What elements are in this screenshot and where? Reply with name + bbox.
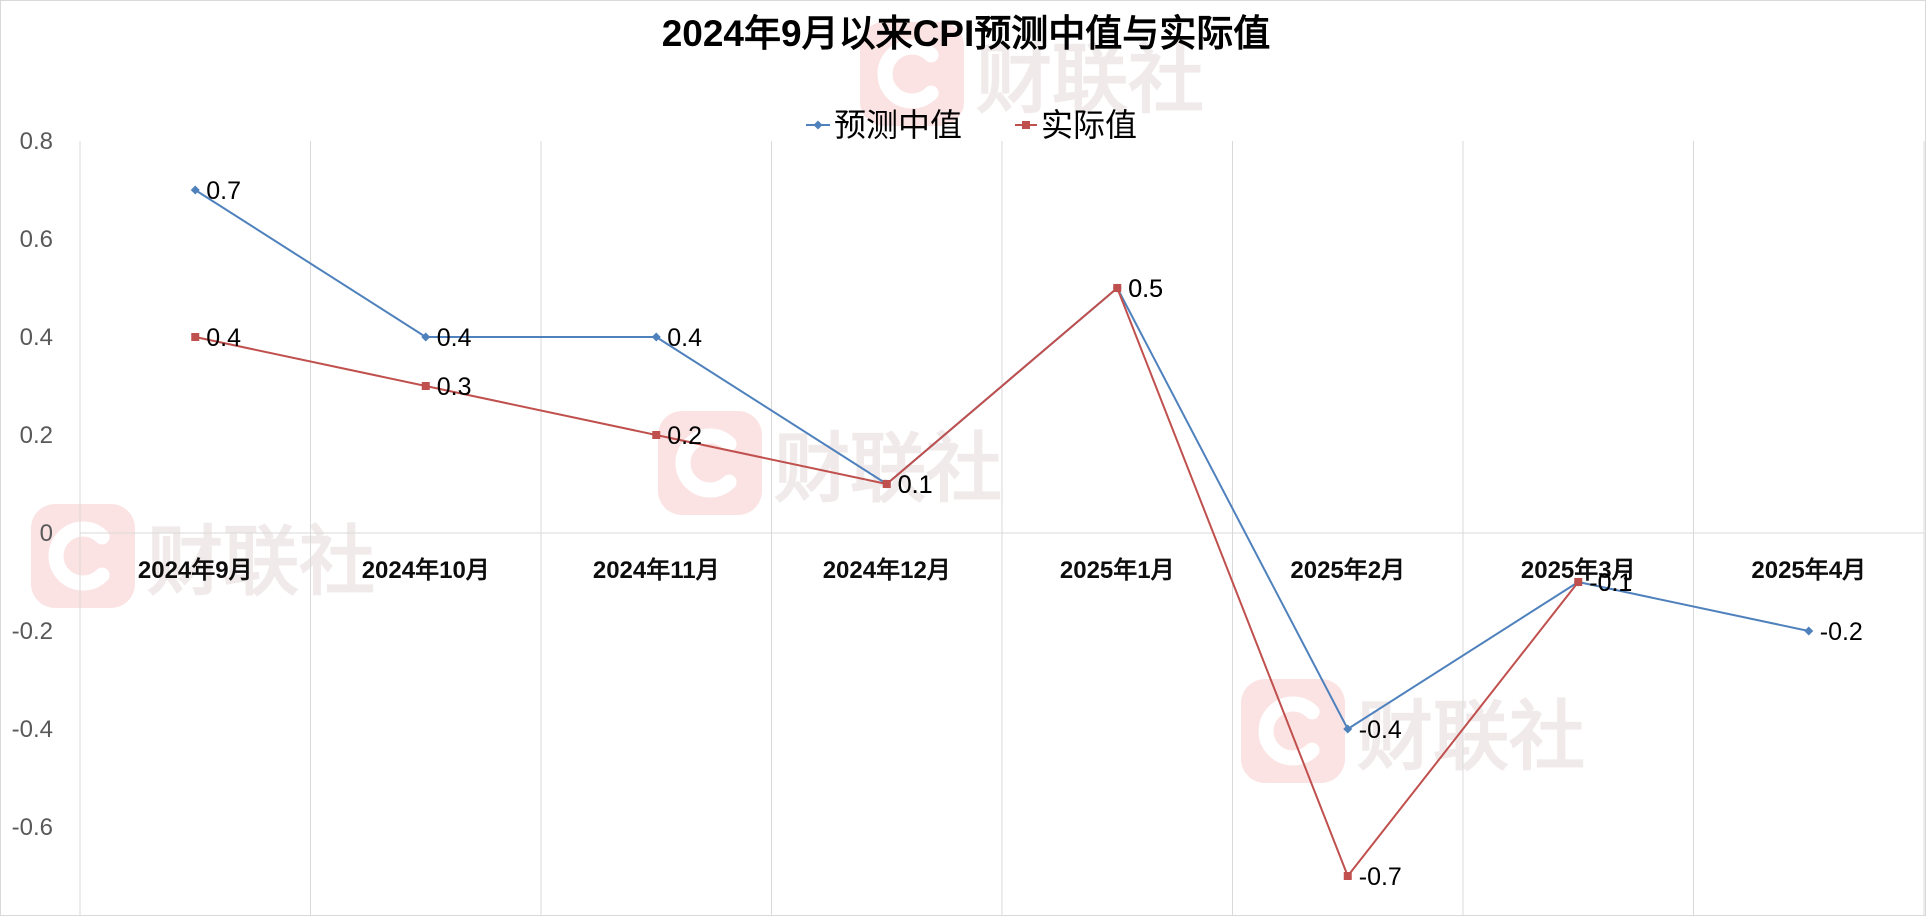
data-label-actual: 0.5 — [1128, 275, 1163, 303]
watermark-text: 财联社 — [976, 38, 1204, 123]
watermark-logo: 财联社 — [31, 504, 375, 608]
data-point-actual — [1113, 284, 1122, 292]
data-label-layer: 0.70.4 0.40.10.5-0.4-0.1-0.20.40.30.20.10… — [206, 177, 1863, 891]
data-label-forecast-median: 0.4 — [667, 324, 702, 352]
y-tick-label: -0.4 — [12, 716, 53, 743]
data-label-forecast-median: 0.5 — [1128, 275, 1163, 303]
y-tick-label: 0.6 — [20, 226, 53, 253]
watermark-logo: 财联社 — [860, 22, 1204, 126]
legend-item-actual: 实际值 — [1015, 107, 1137, 143]
data-label-actual: 0.2 — [667, 422, 702, 450]
data-point-actual — [421, 382, 430, 390]
data-label-actual: 0.4 — [206, 324, 241, 352]
watermark-text: 财联社 — [774, 427, 1002, 512]
chart-title: 2024年9月以来CPI预测中值与实际值 — [662, 13, 1271, 54]
x-tick-label: 2024年9月 — [138, 556, 253, 584]
data-label-forecast-median: 0.4 — [437, 324, 472, 352]
watermark-c-icon — [48, 521, 110, 591]
x-axis: 2024年9月 2024年10月 2024年11月 2024年12月 2025年1月 20… — [138, 556, 1866, 584]
data-point-forecast-median — [1343, 724, 1353, 734]
watermark-c-icon — [877, 39, 939, 109]
x-tick-label: 2025年4月 — [1751, 556, 1866, 584]
legend-square-marker-icon — [1022, 121, 1030, 129]
watermark-logo: 财联社 — [1241, 679, 1585, 783]
data-label-forecast-median: -0.2 — [1820, 618, 1863, 646]
legend-item-forecast-median: 预测中值 — [806, 107, 962, 143]
data-label-forecast-median: 0.7 — [206, 177, 241, 205]
legend-actual-label: 实际值 — [1041, 107, 1137, 143]
x-tick-label: 2025年1月 — [1060, 556, 1175, 584]
data-point-actual — [1574, 578, 1583, 586]
data-point-forecast-median — [651, 332, 661, 342]
watermark-text: 财联社 — [147, 520, 375, 605]
series-layer — [190, 185, 1814, 880]
data-label-actual: -0.7 — [1359, 863, 1402, 891]
y-tick-label: 0.2 — [20, 422, 53, 449]
watermark-badge — [31, 504, 135, 608]
data-label-forecast-median: -0.1 — [1589, 569, 1632, 597]
watermark-c-icon — [675, 428, 737, 498]
y-tick-label: 0 — [40, 520, 53, 547]
data-point-forecast-median — [421, 332, 431, 342]
y-tick-label: 0.8 — [20, 128, 53, 155]
data-label-forecast-median: -0.4 — [1359, 716, 1402, 744]
data-point-actual — [882, 480, 891, 488]
x-tick-label: 2024年10月 — [362, 556, 490, 584]
watermark-c-icon — [1258, 696, 1320, 766]
x-tick-label: 2024年12月 — [823, 556, 951, 584]
legend-forecast-median-label: 预测中值 — [834, 107, 962, 143]
x-tick-label: 2025年2月 — [1290, 556, 1405, 584]
watermark-badge — [860, 22, 964, 126]
data-point-actual — [1343, 872, 1352, 880]
watermark-badge — [1241, 679, 1345, 783]
data-label-actual: -0.1 — [1589, 569, 1632, 597]
watermark-badge — [658, 411, 762, 515]
data-point-forecast-median — [190, 185, 200, 195]
legend-diamond-marker-icon — [813, 120, 823, 130]
y-tick-label: -0.2 — [12, 618, 53, 645]
x-tick-label: 2024年11月 — [593, 556, 720, 584]
data-label-actual: 0.1 — [898, 471, 933, 499]
watermark-logo: 财联社 — [658, 411, 1002, 515]
data-label-actual: 0.3 — [437, 373, 472, 401]
gridlines — [79, 141, 1925, 916]
data-point-actual — [191, 333, 200, 341]
watermark-text: 财联社 — [1357, 695, 1585, 780]
data-point-actual — [652, 431, 661, 439]
data-label-forecast-median: 0.1 — [898, 471, 933, 499]
y-axis: 0.8 0.6 0.4 0.2 0 -0.2 -0.4 -0.6 — [12, 128, 53, 841]
y-tick-label: 0.4 — [20, 324, 53, 351]
legend: 预测中值 实际值 — [806, 107, 1137, 143]
data-point-forecast-median — [1804, 626, 1814, 636]
y-tick-label: -0.6 — [12, 814, 53, 841]
